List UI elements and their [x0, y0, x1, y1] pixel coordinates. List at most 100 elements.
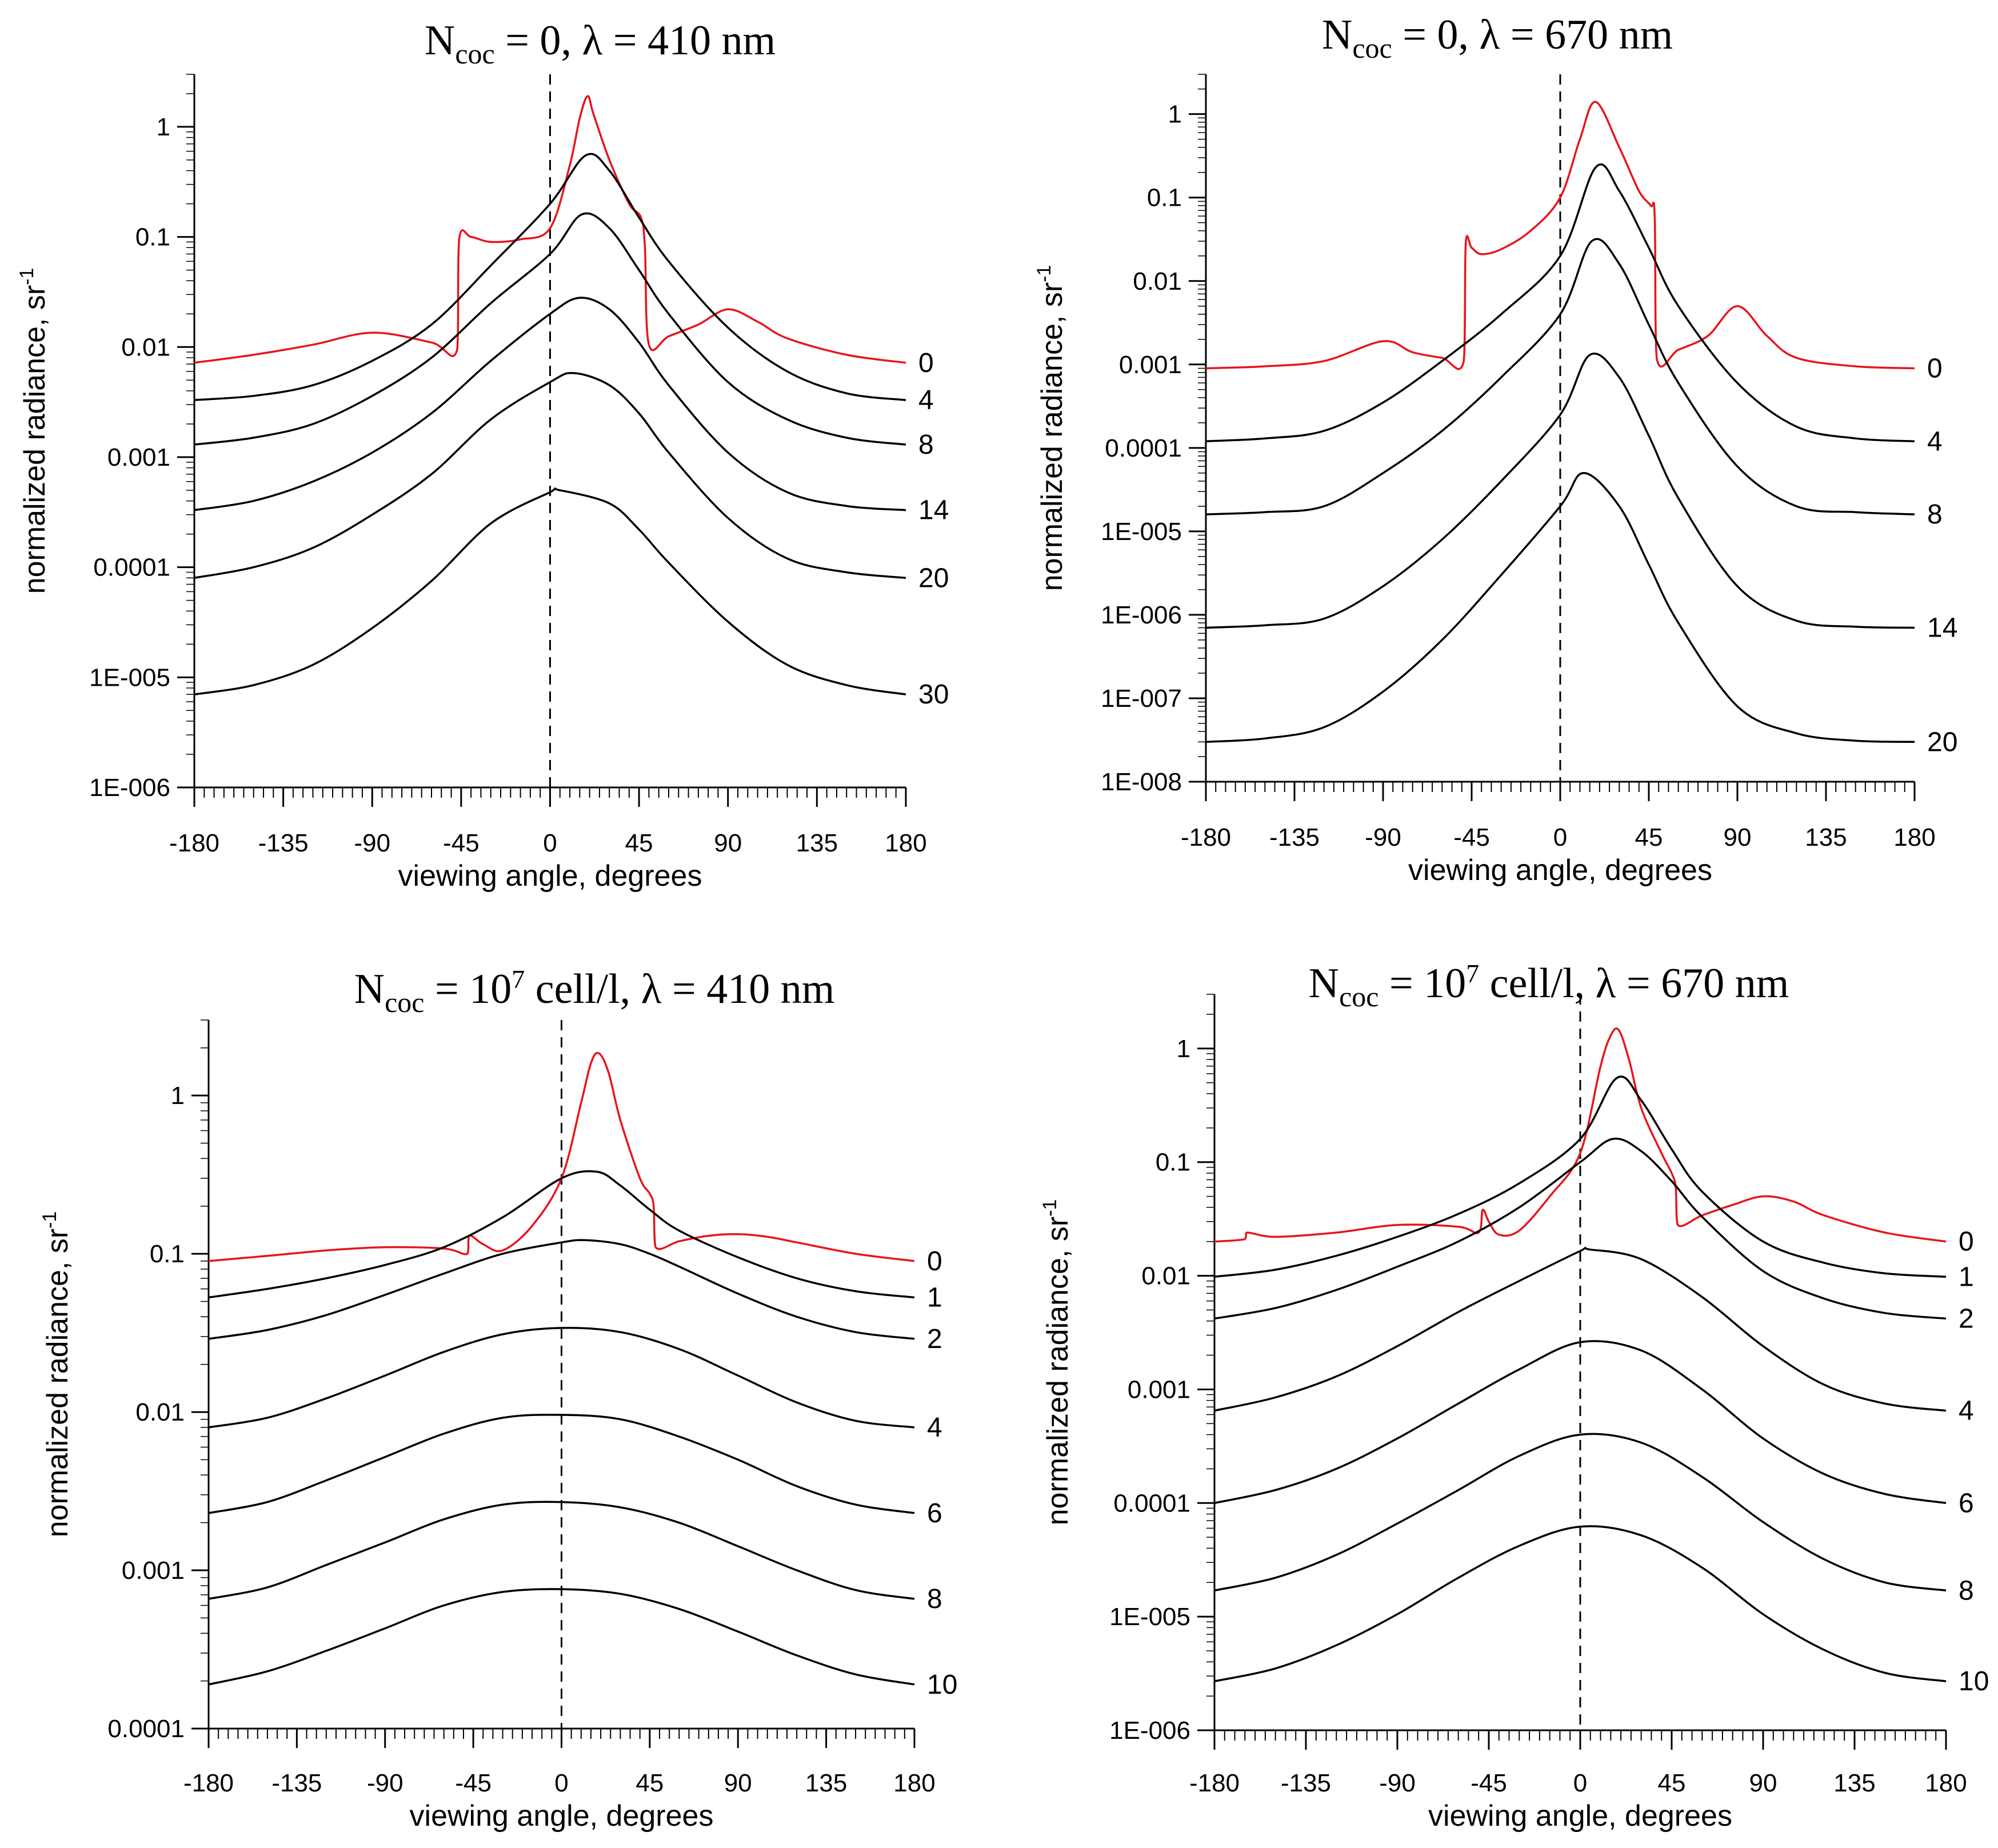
x-tick-label: 45 — [625, 829, 653, 857]
x-tick-label: -90 — [367, 1769, 403, 1797]
title-subscript: coc — [1352, 32, 1392, 64]
title-symbol: N — [1322, 11, 1352, 58]
series-line-10 — [208, 1588, 915, 1686]
x-tick-label: 0 — [1573, 1769, 1587, 1797]
series-line-1 — [1214, 1075, 1947, 1278]
series-line-6 — [1214, 1340, 1947, 1505]
panel-title-4: Ncoc = 107 cell/l, λ = 670 nm — [1309, 959, 1789, 1013]
x-tick-label: 180 — [1893, 823, 1935, 851]
x-tick-label: 90 — [714, 829, 742, 857]
series-line-4 — [1214, 1246, 1947, 1412]
x-tick-label: -135 — [1269, 823, 1320, 851]
y-tick-label: 0.0001 — [93, 554, 170, 582]
x-tick-label: 45 — [1635, 823, 1663, 851]
x-tick-label: 135 — [805, 1769, 847, 1797]
series-label-0: 0 — [927, 1246, 942, 1277]
y-tick-label: 0.0001 — [1105, 434, 1182, 462]
panel-title-2: Ncoc = 0, λ = 670 nm — [1322, 11, 1673, 64]
series-label-8: 8 — [918, 430, 934, 460]
series-line-4 — [208, 1327, 915, 1429]
series-label-8: 8 — [927, 1584, 942, 1614]
series-label-4: 4 — [1927, 426, 1943, 457]
series-line-0 — [1205, 101, 1915, 370]
y-tick-label: 0.001 — [122, 1557, 185, 1585]
title-rest: cell/l, λ = 670 nm — [1479, 960, 1789, 1007]
title-superscript: 7 — [512, 965, 525, 994]
series-label-0: 0 — [918, 348, 934, 378]
x-tick-label: -135 — [271, 1769, 322, 1797]
x-axis-title: viewing angle, degrees — [410, 1799, 714, 1833]
title-subscript: coc — [1339, 981, 1378, 1013]
title-equals: = 10 — [425, 966, 512, 1013]
title-equals: = 10 — [1379, 960, 1466, 1007]
series-line-14 — [194, 297, 906, 511]
series-label-8: 8 — [1927, 499, 1943, 530]
series-label-4: 4 — [918, 385, 934, 415]
y-axis-title-text: normalized radiance, sr — [1036, 282, 1069, 591]
series-label-6: 6 — [1959, 1488, 1974, 1518]
panel-title-3: Ncoc = 107 cell/l, λ = 410 nm — [354, 965, 835, 1018]
title-rest: cell/l, λ = 410 nm — [525, 966, 834, 1013]
x-tick-label: 180 — [885, 829, 926, 857]
x-tick-label: 90 — [724, 1769, 752, 1797]
y-tick-label: 1E-006 — [1101, 601, 1182, 629]
series-line-1 — [208, 1170, 915, 1299]
y-axis-title: normalized radiance, sr-1 — [1039, 1199, 1074, 1526]
x-tick-label: 0 — [554, 1769, 568, 1797]
series-label-1: 1 — [1959, 1262, 1974, 1292]
series-line-8 — [208, 1501, 915, 1600]
y-axis-title: normalized radiance, sr-1 — [1033, 265, 1069, 591]
series-line-0 — [208, 1051, 915, 1262]
series-label-2: 2 — [1959, 1304, 1974, 1334]
x-tick-label: 135 — [1833, 1769, 1875, 1797]
x-tick-label: 90 — [1724, 823, 1752, 851]
y-tick-label: 0.01 — [1133, 267, 1182, 295]
x-tick-label: -45 — [1453, 823, 1490, 851]
series-line-30 — [194, 487, 906, 695]
y-axis-title-superscript: -1 — [39, 1211, 61, 1229]
title-rest: = 0, λ = 410 nm — [495, 17, 776, 64]
x-tick-label: -180 — [183, 1769, 234, 1797]
series-label-20: 20 — [918, 563, 949, 593]
y-tick-label: 0.001 — [1128, 1375, 1190, 1403]
y-tick-label: 0.001 — [107, 443, 170, 471]
y-tick-label: 0.0001 — [107, 1715, 185, 1743]
x-tick-label: -180 — [1181, 823, 1231, 851]
series-line-6 — [208, 1414, 915, 1514]
series-line-8 — [1205, 238, 1915, 515]
series-label-1: 1 — [927, 1282, 942, 1313]
series-line-2 — [1214, 1137, 1947, 1320]
y-tick-label: 0.1 — [150, 1240, 185, 1268]
series-label-8: 8 — [1959, 1575, 1974, 1606]
series-line-0 — [1214, 1027, 1947, 1243]
series-label-4: 4 — [927, 1413, 942, 1443]
series-line-20 — [194, 372, 906, 579]
series-line-8 — [1214, 1433, 1947, 1592]
y-tick-label: 0.01 — [121, 333, 170, 361]
y-tick-label: 0.1 — [1156, 1149, 1190, 1177]
y-tick-label: 1E-005 — [89, 663, 170, 691]
series-line-14 — [1205, 353, 1915, 629]
x-tick-label: -90 — [1379, 1769, 1416, 1797]
series-label-10: 10 — [1959, 1666, 1989, 1697]
series-label-6: 6 — [927, 1498, 942, 1529]
y-tick-label: 1E-006 — [89, 774, 170, 802]
y-tick-label: 1E-007 — [1101, 685, 1182, 713]
y-tick-label: 0.01 — [1141, 1262, 1190, 1290]
x-tick-label: -180 — [1189, 1769, 1240, 1797]
series-label-2: 2 — [927, 1324, 942, 1354]
x-tick-label: -45 — [443, 829, 479, 857]
x-tick-label: -180 — [169, 829, 219, 857]
y-axis-title-superscript: -1 — [1039, 1199, 1061, 1217]
x-tick-label: 135 — [1805, 823, 1847, 851]
x-tick-label: -90 — [1365, 823, 1401, 851]
title-rest: = 0, λ = 670 nm — [1392, 11, 1673, 58]
series-label-20: 20 — [1927, 727, 1957, 757]
x-axis-title: viewing angle, degrees — [1428, 1799, 1732, 1833]
series-label-14: 14 — [1927, 613, 1957, 643]
y-axis-title-text: normalized radiance, sr — [18, 285, 51, 594]
